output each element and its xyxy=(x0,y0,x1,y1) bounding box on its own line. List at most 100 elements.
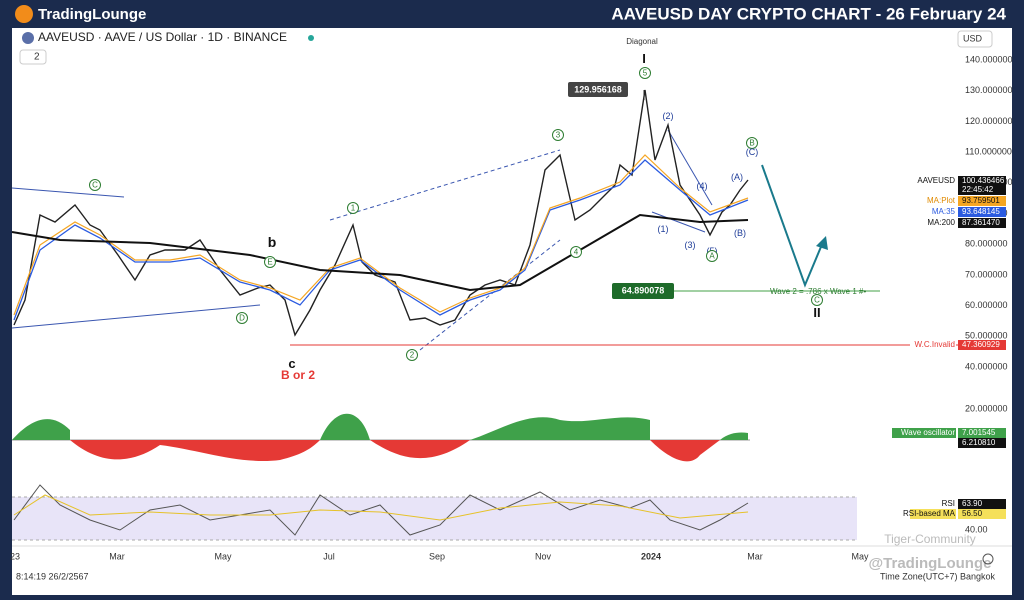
wave-relation-note: Wave 2 = .786 x Wave 1 #• xyxy=(770,287,866,296)
badge-value-bg xyxy=(958,428,1006,438)
wave-label: B xyxy=(749,139,754,148)
time-axis-label: May xyxy=(851,551,869,561)
wave-label: (3) xyxy=(685,240,696,250)
trend-line xyxy=(651,211,706,233)
badge-label-bg xyxy=(910,176,956,186)
watermark: Tiger-Community xyxy=(884,532,976,546)
price-axis-label: 110.000000 xyxy=(965,146,1012,156)
rsi-axis-label: 40.00 xyxy=(965,524,988,534)
badge-label: W.C.Invalid xyxy=(915,340,955,349)
time-axis-label: May xyxy=(214,551,232,561)
logo-icon xyxy=(15,5,33,23)
timezone[interactable]: Time Zone(UTC+7) Bangkok xyxy=(880,571,995,581)
footer-time: 8:14:19 26/2/2567 xyxy=(16,571,89,581)
badge-label: MA:Plot xyxy=(927,196,956,205)
badge-label-bg xyxy=(910,196,956,206)
trend-line xyxy=(667,129,713,206)
wave-label: C xyxy=(814,296,820,305)
oscillator-axis-label: 20.000000 xyxy=(965,403,1008,413)
time-axis-label: 23 xyxy=(10,551,20,561)
badge-value-bg xyxy=(958,438,1006,448)
oscillator-positive xyxy=(12,413,748,440)
target-label-bg xyxy=(612,283,674,299)
wave-label: (C) xyxy=(746,147,759,157)
time-axis-label: Nov xyxy=(535,551,552,561)
symbol: AAVEUSD · AAVE / US Dollar · 1D · BINANC… xyxy=(38,30,287,44)
badge-value: 7.001545 xyxy=(962,428,996,437)
trend-line xyxy=(11,187,125,198)
price-line xyxy=(13,89,749,337)
price-axis-label: 130.000000 xyxy=(965,85,1013,95)
wave-circle xyxy=(811,294,823,306)
wave-label: 1 xyxy=(351,204,356,213)
wave-label: (1) xyxy=(658,224,669,234)
high-label-bg xyxy=(568,82,628,97)
ma200-line xyxy=(11,213,749,292)
trend-line xyxy=(329,149,561,221)
currency-button[interactable] xyxy=(957,30,993,48)
wave-label: 2 xyxy=(410,351,415,360)
wave-circle xyxy=(570,246,582,258)
badge-label: MA:200 xyxy=(927,218,955,227)
badge-value: 47.360929 xyxy=(962,340,1000,349)
ma35-line xyxy=(13,159,749,321)
time-axis-label: Mar xyxy=(109,551,125,561)
wave-label: b xyxy=(268,234,277,250)
projection-arrow xyxy=(761,164,824,288)
wave-circle xyxy=(347,202,359,214)
badge-value-bg xyxy=(958,207,1006,217)
price-axis-label: 70.000000 xyxy=(965,269,1008,279)
badge-value-bg xyxy=(958,176,1006,186)
badge-label: RSI-based MA xyxy=(903,509,956,518)
price-axis-label: 140.000000 xyxy=(965,54,1013,64)
wave-label: c xyxy=(288,356,295,371)
time-axis-label: Jul xyxy=(323,551,335,561)
rsi-band xyxy=(12,497,857,540)
wave-label: (A) xyxy=(731,172,743,182)
badge-value: 93.648145 xyxy=(962,207,1000,216)
wave-label: E xyxy=(267,258,272,267)
price-axis-label: 40.000000 xyxy=(965,361,1008,371)
badge-value: 56.50 xyxy=(962,509,983,518)
arrow-head xyxy=(816,236,828,250)
badge-value-bg xyxy=(958,340,1006,350)
wave-label: 3 xyxy=(556,131,561,140)
wave-label: II xyxy=(813,305,820,320)
title: AAVEUSD DAY CRYPTO CHART - 26 February 2… xyxy=(611,4,1006,23)
price-axis-label: 120.000000 xyxy=(965,116,1013,126)
badge-label-bg xyxy=(910,499,956,509)
badge-label: Wave oscillator xyxy=(901,428,955,437)
time-axis-label: Sep xyxy=(429,551,445,561)
indicator-toggle[interactable] xyxy=(19,49,47,65)
wave-label: 4 xyxy=(574,248,579,257)
badge-value-bg xyxy=(958,499,1006,509)
price-axis-label: 50.000000 xyxy=(965,331,1008,341)
badge-value-bg xyxy=(958,509,1006,519)
badge-value-bg xyxy=(958,196,1006,206)
wave-circle xyxy=(406,349,418,361)
rsi-line xyxy=(13,484,749,536)
badge-label: AAVEUSD xyxy=(917,176,955,185)
badge-value: 93.759501 xyxy=(962,196,1000,205)
settings-icon[interactable] xyxy=(982,553,994,565)
wave-label: (2) xyxy=(663,111,674,121)
logo: TradingLounge xyxy=(38,6,146,23)
watermark: @TradingLounge xyxy=(869,555,992,572)
wave-label: (4) xyxy=(697,181,708,191)
badge-value-bg xyxy=(958,218,1006,228)
b-or-2-note: B or 2 xyxy=(281,368,315,382)
status-dot xyxy=(308,35,314,41)
badge-label-bg xyxy=(892,428,956,438)
indicator-count: 2 xyxy=(34,52,40,63)
diagonal-note: Diagonal xyxy=(626,37,658,46)
symbol-icon xyxy=(22,32,34,44)
trend-line xyxy=(11,304,261,329)
rsi-ma-line xyxy=(13,494,749,521)
wave-label: 5 xyxy=(643,69,648,78)
wave-circle xyxy=(706,250,718,262)
badge-label-bg xyxy=(910,207,956,217)
wave-circle xyxy=(746,137,758,149)
price-axis-label: 60.000000 xyxy=(965,300,1008,310)
